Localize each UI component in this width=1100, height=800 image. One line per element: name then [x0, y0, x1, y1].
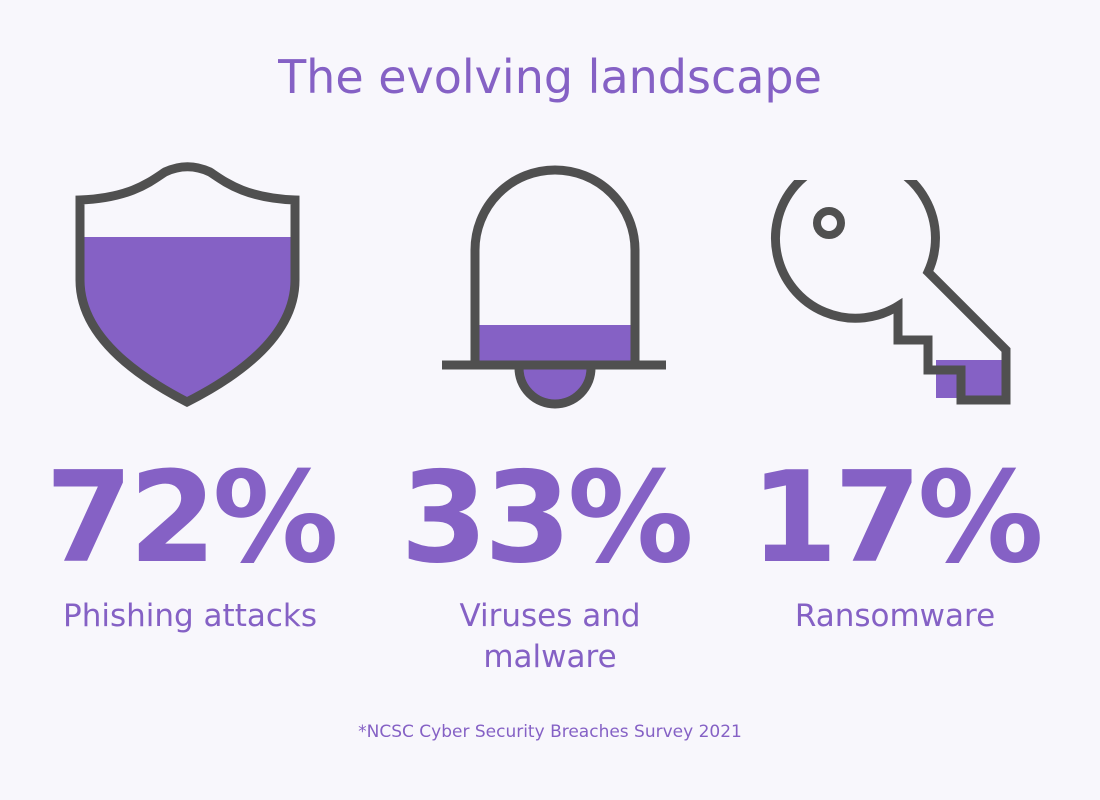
shield-icon	[75, 162, 300, 408]
stat-value-ransomware: 17%	[750, 444, 1044, 591]
key-icon	[770, 180, 1011, 405]
source-footnote: *NCSC Cyber Security Breaches Survey 202…	[358, 722, 742, 742]
stat-label-phishing: Phishing attacks	[63, 598, 317, 634]
bell-icon	[442, 165, 666, 409]
stat-label-ransomware: Ransomware	[794, 598, 996, 634]
stat-value-viruses: 33%	[400, 444, 694, 591]
stat-value-phishing: 72%	[45, 444, 339, 591]
page-title: The evolving landscape	[278, 50, 822, 104]
stat-label-viruses: Viruses and malware	[459, 598, 641, 675]
